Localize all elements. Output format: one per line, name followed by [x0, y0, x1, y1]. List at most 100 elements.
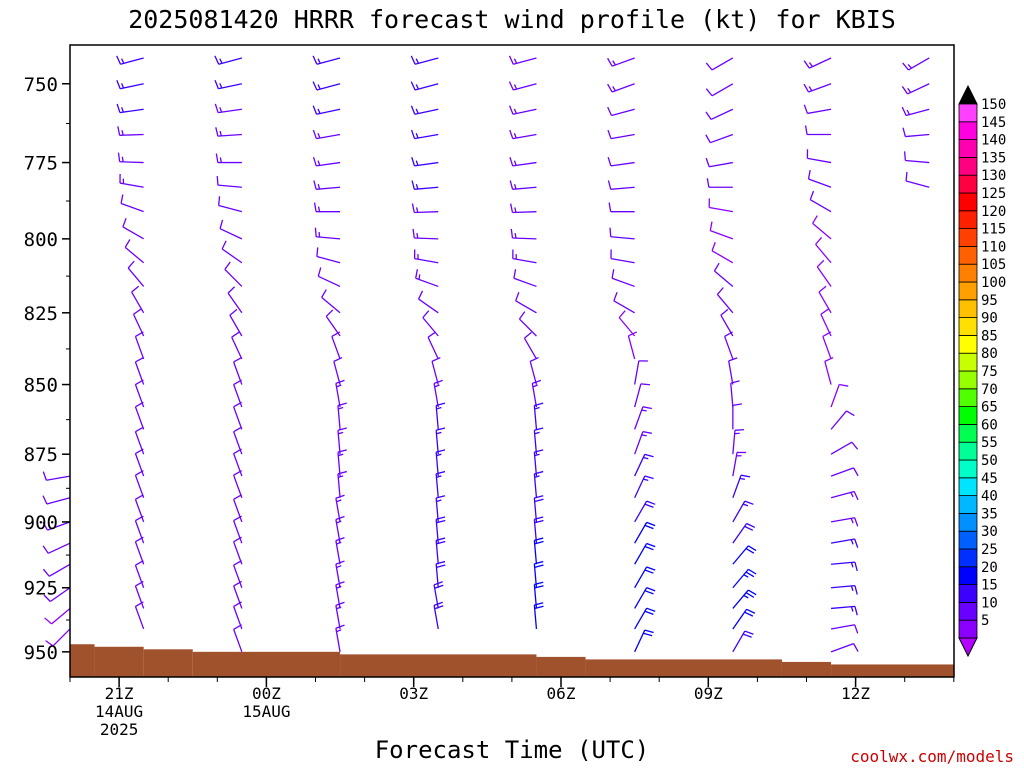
wind-barb: [134, 401, 145, 430]
barb-flag: [227, 286, 236, 294]
barb-flag: [116, 55, 122, 65]
barb-flag: [529, 356, 539, 362]
wind-barb: [732, 474, 751, 498]
colorbar-swatch: [958, 388, 978, 407]
wind-barb: [830, 490, 859, 501]
wind-barb: [627, 331, 638, 360]
barb-flag: [901, 86, 909, 95]
barb-flag: [312, 81, 318, 91]
barb-half-flag: [643, 478, 649, 482]
barb-shaft: [905, 159, 930, 164]
barb-shaft: [905, 180, 930, 188]
barb-shaft: [316, 236, 341, 240]
wind-barb: [410, 81, 439, 91]
barb-half-flag: [121, 130, 124, 136]
wind-barb: [611, 269, 635, 288]
barb-flag: [728, 357, 738, 362]
barb-shaft: [134, 585, 145, 609]
wind-barb: [410, 129, 439, 140]
barb-half-flag: [513, 58, 518, 64]
barb-flag: [135, 379, 144, 386]
wind-barb: [335, 536, 345, 565]
barb-half-flag: [121, 58, 125, 64]
barb-flag: [313, 202, 317, 212]
terrain-segment: [831, 664, 954, 677]
barb-shaft: [435, 405, 439, 430]
barb-flag: [215, 153, 219, 163]
y-tick-label: 825: [24, 303, 58, 325]
wind-barb: [607, 83, 635, 93]
barb-flag: [518, 311, 526, 320]
wind-barb: [134, 515, 145, 544]
barb-flag: [124, 239, 131, 248]
wind-barb: [816, 259, 832, 287]
colorbar-swatch: [958, 317, 978, 336]
barb-shaft: [414, 257, 439, 264]
wind-barb: [634, 629, 654, 653]
barb-shaft: [533, 604, 538, 630]
barb-flag: [45, 640, 54, 647]
barb-flag: [233, 470, 242, 476]
terrain-layer: [70, 644, 954, 677]
barb-flag: [313, 180, 317, 190]
barb-flag: [524, 331, 532, 339]
colorbar-swatch: [958, 192, 978, 212]
barb-flag: [646, 607, 656, 612]
barb-flag: [433, 581, 443, 586]
barb-flag: [412, 228, 415, 239]
wind-barb: [711, 241, 734, 264]
wind-barb: [337, 402, 347, 430]
barb-flag: [135, 601, 144, 607]
wind-barb: [45, 628, 71, 647]
barb-half-flag: [534, 406, 540, 410]
wind-barb: [634, 607, 656, 630]
barb-half-flag: [121, 107, 124, 113]
wind-barb: [533, 495, 544, 522]
barb-flag: [745, 547, 755, 554]
barb-flag: [135, 356, 144, 363]
barb-shaft: [134, 520, 145, 544]
barb-flag: [418, 290, 424, 300]
barb-flag: [534, 470, 544, 475]
barb-shaft: [905, 108, 930, 117]
wind-barb: [337, 449, 347, 477]
wind-barb: [705, 108, 734, 120]
barb-shaft: [830, 605, 856, 610]
wind-barb: [411, 203, 439, 214]
wind-barb: [337, 470, 347, 498]
barb-shaft: [610, 236, 635, 240]
barb-flag: [214, 103, 219, 113]
barb-shaft: [732, 474, 742, 498]
barb-half-flag: [734, 432, 740, 435]
barb-shaft: [732, 630, 746, 653]
wind-barb: [435, 495, 446, 522]
barb-flag: [705, 62, 713, 71]
colorbar-label: 130: [981, 168, 1006, 184]
wind-barb: [804, 125, 832, 136]
barb-shaft: [231, 336, 243, 360]
barb-shaft: [233, 564, 243, 588]
colorbar-label: 65: [981, 400, 998, 416]
barb-flag: [122, 218, 127, 228]
wind-barb: [634, 521, 656, 544]
barb-shaft: [611, 108, 635, 117]
wind-barb: [720, 308, 734, 337]
barb-flag: [812, 215, 818, 224]
wind-barb: [812, 215, 832, 240]
barb-flag: [534, 605, 544, 610]
barb-shaft: [533, 473, 538, 498]
colorbar-swatch: [958, 566, 978, 585]
colorbar-label: 115: [981, 222, 1006, 238]
barb-shaft: [711, 57, 734, 71]
barb-shaft: [127, 267, 145, 287]
barb-shaft: [415, 277, 439, 288]
barb-flag: [435, 537, 446, 541]
colorbar-label: 90: [981, 311, 998, 327]
barb-shaft: [134, 499, 145, 523]
barb-flag: [716, 287, 724, 295]
wind-barb: [830, 538, 859, 548]
wind-barb: [533, 602, 544, 630]
barb-shaft: [830, 441, 853, 455]
barb-flag: [854, 585, 858, 595]
barb-shaft: [830, 585, 856, 589]
